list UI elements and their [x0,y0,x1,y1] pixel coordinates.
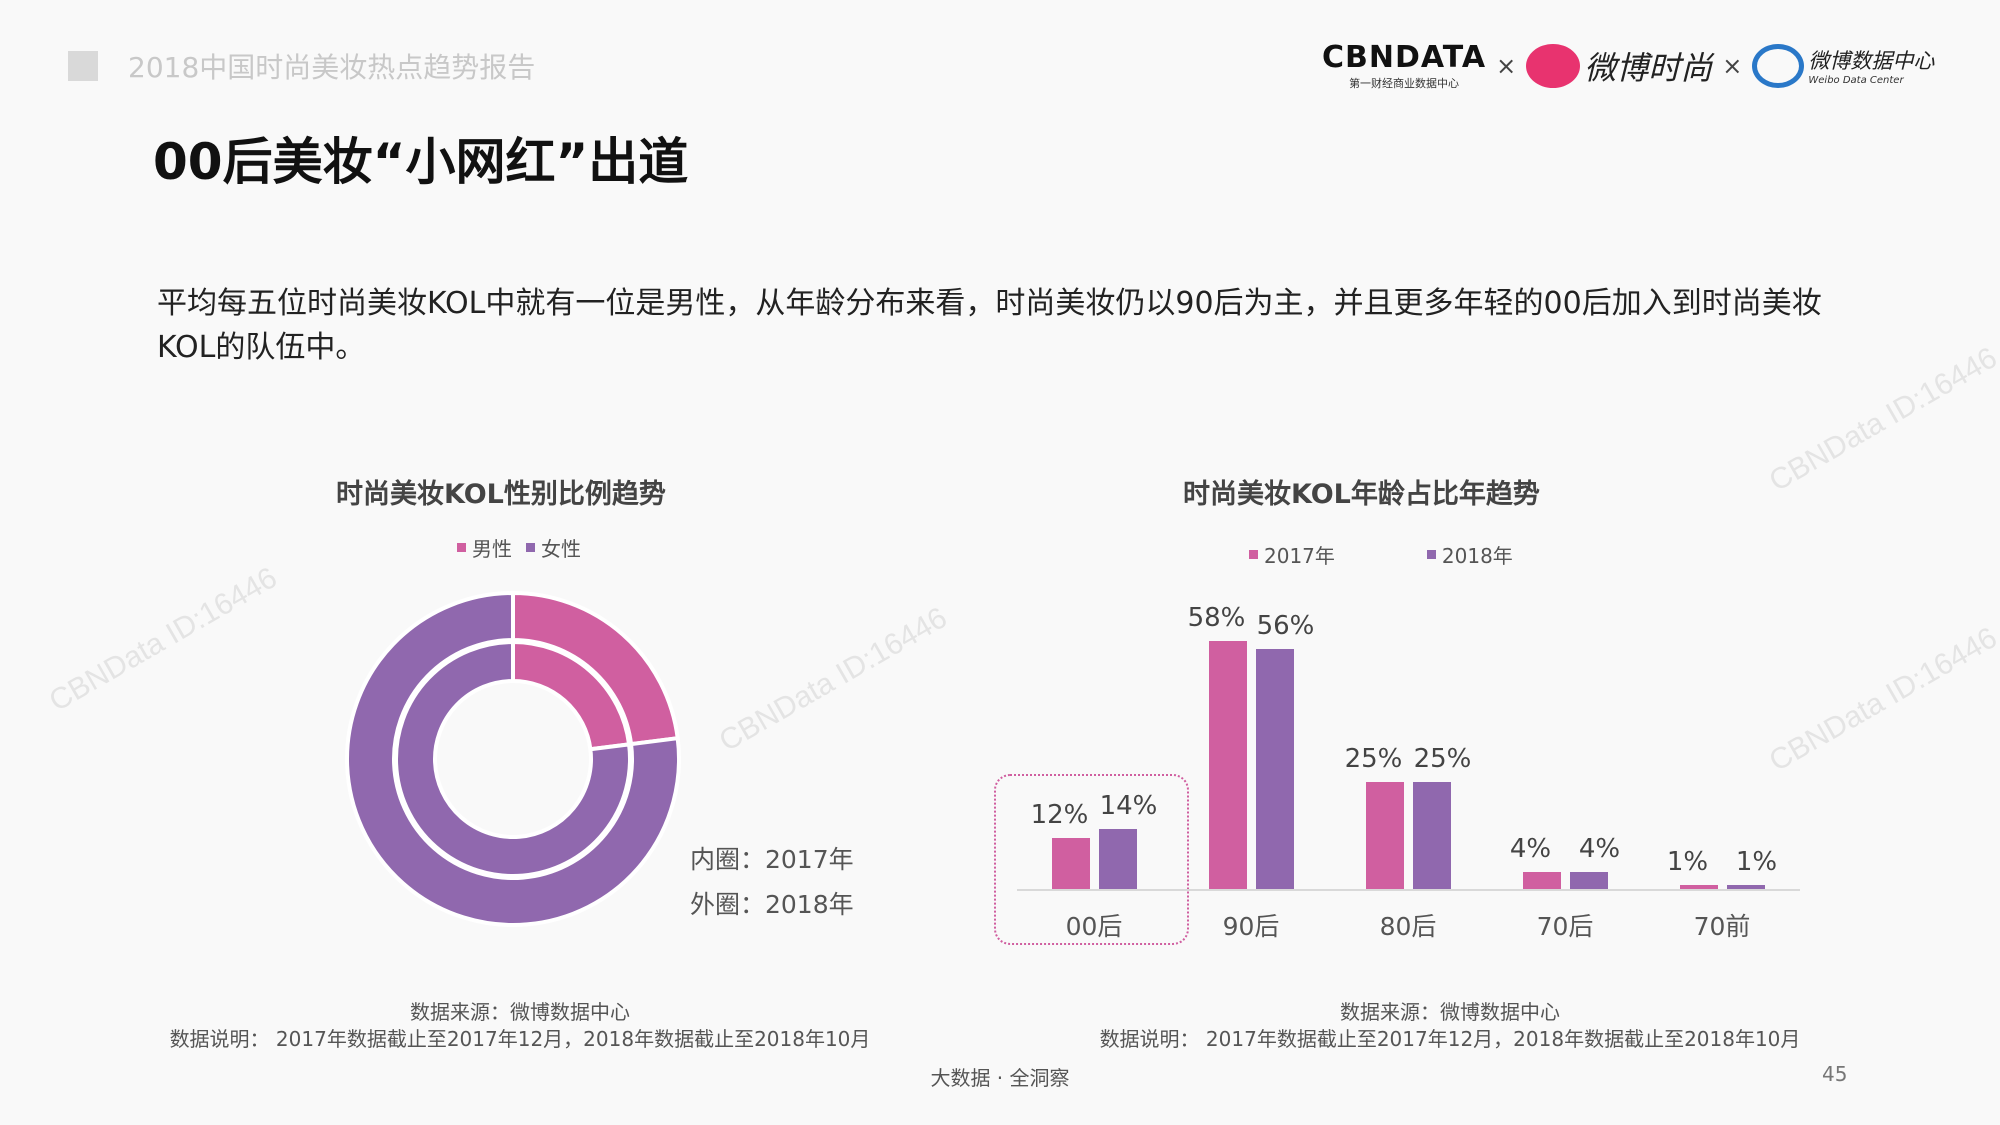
page-title: 00后美妆“小网红”出道 [153,133,689,191]
legend-swatch [457,543,466,552]
data-label: 58% [1187,602,1246,633]
bar-80后-2017年 [1365,782,1404,889]
summary-paragraph: 平均每五位时尚美妆KOL中就有一位是男性，从年龄分布来看，时尚美妆仍以90后为主… [157,286,1822,365]
bar-00后-2018年 [1098,829,1137,889]
bar-00后-2017年 [1051,837,1090,889]
legend-swatch [526,543,535,552]
category-label: 90后 [1222,912,1280,941]
legend-male: 男性 [472,537,512,561]
header-square-icon [68,51,98,81]
gender-chart-title: 时尚美妆KOL性别比例趋势 [336,479,666,510]
bar-70后-2018年 [1569,871,1608,889]
legend-female: 女性 [541,537,581,561]
weibo-fashion-logo: 微博时尚 [1526,43,1712,89]
outer-ring-label: 外圈：2018年 [690,890,854,919]
data-label: 1% [1735,846,1778,877]
watermark-text: CBNData ID:16446 [713,601,953,759]
data-label: 12% [1030,799,1089,830]
age-chart-title: 时尚美妆KOL年龄占比年趋势 [1183,479,1540,510]
legend-2018: 2018年 [1441,544,1513,568]
bar-80后-2018年 [1412,782,1451,889]
data-label: 56% [1256,611,1315,642]
data-label: 25% [1344,744,1403,774]
data-label: 25% [1413,744,1472,774]
age-legend: 2017年 2018年 [1249,540,1513,569]
legend-swatch [1426,550,1436,559]
partner-logos: CBNDATA 第一财经商业数据中心 × 微博时尚 × 微博数据中心 Weibo… [1322,40,1934,91]
data-label: 14% [1099,791,1158,822]
page-number: 45 [1822,1062,1848,1086]
report-title: 2018中国时尚美妆热点趋势报告 [128,51,536,84]
data-source: 数据来源：微博数据中心 [410,1000,630,1024]
inner-ring-slice-female [394,639,632,878]
category-label: 70前 [1693,912,1751,941]
weibo-data-logo: 微博数据中心 Weibo Data Center [1752,43,1934,88]
gender-legend: 男性 女性 [457,533,581,562]
highlight-box-00 [994,774,1189,945]
gender-donut-chart [345,590,681,927]
legend-2017: 2017年 [1264,544,1335,568]
category-label: 70后 [1536,912,1594,941]
weibo-data-icon [1752,43,1805,88]
data-note: 数据说明： 2017年数据截止至2017年12月，2018年数据截止至2018年… [169,1027,871,1051]
bar-70前-2018年 [1726,884,1765,889]
category-label: 00后 [1065,912,1123,941]
category-label: 80后 [1379,912,1437,941]
bar-90后-2018年 [1255,649,1294,889]
x-axis-line [1017,889,1800,891]
weibo-fashion-icon [1526,43,1581,88]
bar-70前-2017年 [1679,884,1718,889]
data-label: 4% [1578,833,1621,864]
bar-90后-2017年 [1208,640,1247,889]
age-chart-notes: 数据来源：微博数据中心 数据说明： 2017年数据截止至2017年12月，201… [1020,999,1880,1053]
footer-slogan: 大数据 · 全洞察 [930,1066,1070,1090]
watermark-text: CBNData ID:16446 [1763,621,2000,779]
gender-chart-notes: 数据来源：微博数据中心 数据说明： 2017年数据截止至2017年12月，201… [90,999,950,1053]
ring-legend: 内圈：2017年 外圈：2018年 [690,837,854,927]
times-sign: × [1496,51,1517,80]
outer-ring-slice-female [345,590,681,927]
data-label: 1% [1666,846,1709,877]
inner-ring-label: 内圈：2017年 [690,845,854,874]
data-source: 数据来源：微博数据中心 [1340,1000,1560,1024]
watermark-text: CBNData ID:16446 [43,561,283,719]
times-sign: × [1722,51,1743,80]
data-label: 4% [1509,833,1552,864]
bar-70后-2017年 [1522,871,1561,889]
data-note: 数据说明： 2017年数据截止至2017年12月，2018年数据截止至2018年… [1099,1027,1801,1051]
legend-swatch [1249,550,1258,559]
cbndata-logo: CBNDATA 第一财经商业数据中心 [1322,40,1487,90]
